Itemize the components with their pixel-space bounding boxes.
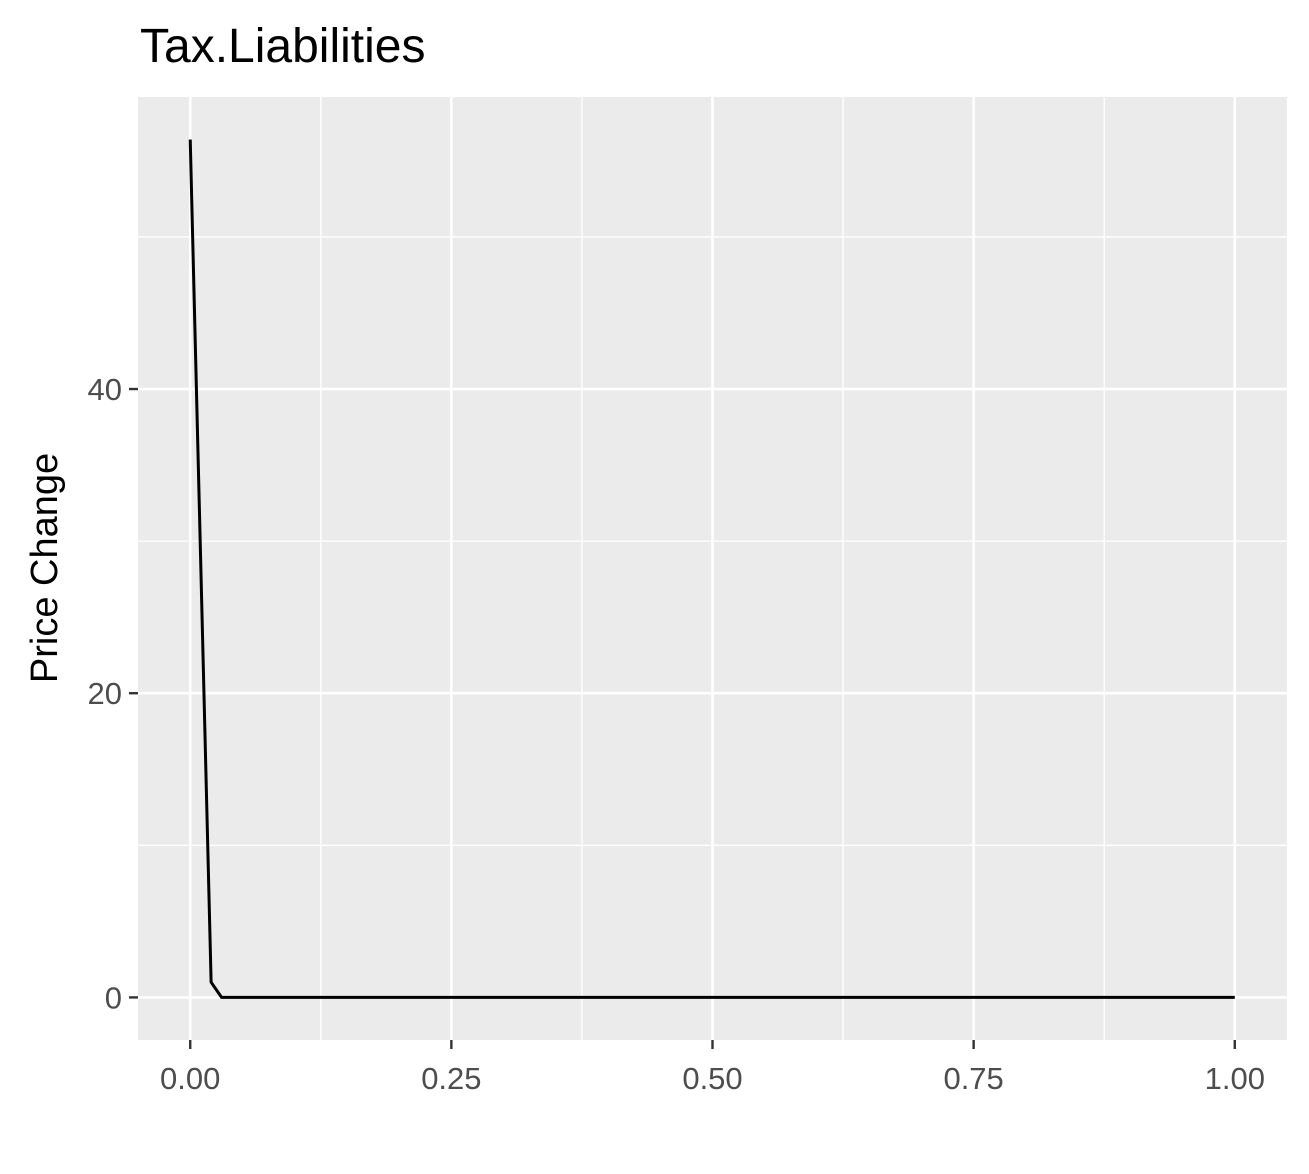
series-line [188,139,1235,999]
x-axis: 0.00 0.25 0.50 0.75 1.00 [160,1040,1265,1096]
x-tick-label: 0.00 [160,1061,220,1096]
y-tick-label: 20 [88,676,122,711]
chart-title: Tax.Liabilities [140,20,425,73]
y-tick-label: 0 [105,980,122,1015]
x-tick-label: 0.50 [682,1061,742,1096]
x-tick-label: 1.00 [1205,1061,1265,1096]
y-axis: 0 20 40 [88,372,138,1015]
minor-gridlines-x [320,97,1105,1040]
y-tick-label: 40 [88,372,122,407]
major-gridlines-x [188,97,1237,1040]
x-tick-label: 0.75 [943,1061,1003,1096]
y-axis-label: Price Change [24,453,66,683]
series-layer [188,139,1235,999]
x-tick-label: 0.25 [421,1061,481,1096]
